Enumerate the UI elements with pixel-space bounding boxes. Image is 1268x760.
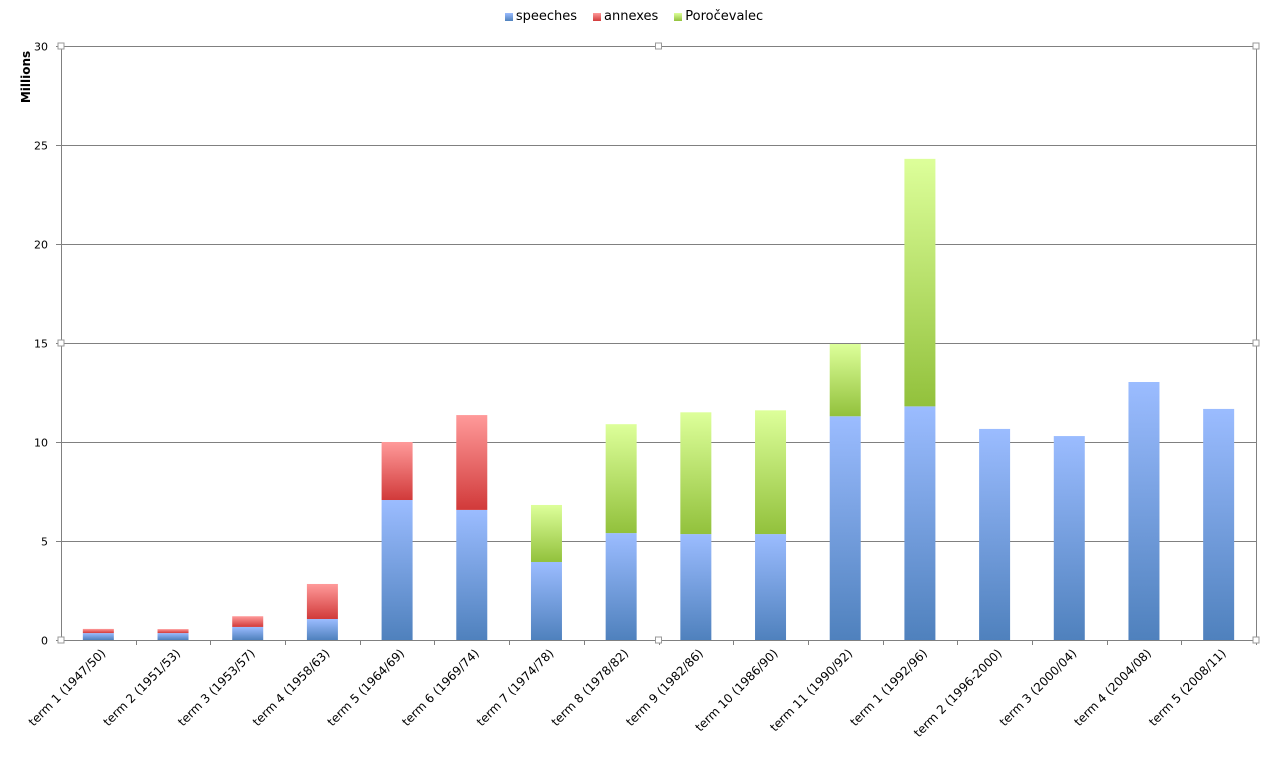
resize-handle[interactable]: [655, 42, 662, 50]
legend-item-1: annexes: [593, 9, 658, 24]
bar-annexes: [232, 616, 264, 627]
bar-annexes: [306, 583, 338, 620]
x-tick-label: term 4 (2004/08): [1071, 646, 1154, 729]
resize-handle[interactable]: [1252, 42, 1260, 50]
bar-poročevalec: [829, 343, 861, 417]
bar-annexes: [456, 415, 488, 510]
resize-handle[interactable]: [655, 636, 662, 644]
y-tick-label: 30: [34, 41, 48, 54]
x-tick-label: term 9 (1982/86): [623, 646, 706, 729]
legend-swatch: [504, 12, 513, 21]
bar-speeches: [904, 406, 936, 640]
legend-label: Poročevalec: [685, 9, 764, 24]
bar-poročevalec: [605, 424, 637, 534]
resize-handle[interactable]: [57, 42, 65, 50]
bar-speeches: [530, 561, 562, 640]
x-tick-label: term 6 (1969/74): [399, 646, 482, 729]
resize-handle[interactable]: [1252, 636, 1260, 644]
bar-speeches: [456, 509, 488, 640]
bar-annexes: [157, 629, 189, 634]
bar-speeches: [829, 416, 861, 640]
bar-speeches: [306, 619, 338, 640]
bar-speeches: [157, 633, 189, 640]
legend-label: speeches: [515, 9, 577, 24]
legend-item-2: Poročevalec: [674, 9, 763, 24]
y-tick-label: 10: [34, 437, 48, 450]
y-tick-label: 15: [34, 338, 48, 351]
x-tick-label: term 11 (1990/92): [767, 646, 855, 734]
bar-speeches: [1203, 408, 1235, 640]
legend-label: annexes: [604, 9, 659, 24]
bar-poročevalec: [755, 410, 787, 535]
y-tick-label: 20: [34, 239, 48, 252]
legend-swatch: [593, 12, 601, 21]
bar-poročevalec: [904, 158, 936, 407]
chart-legend: speeches annexes Poročevalec: [0, 9, 1268, 24]
resize-handle[interactable]: [1252, 339, 1260, 347]
y-tick-label: 0: [41, 635, 48, 648]
bar-speeches: [232, 626, 264, 640]
bar-speeches: [755, 534, 787, 640]
x-tick-label: term 8 (1978/82): [549, 646, 632, 729]
x-tick-label: term 10 (1986/90): [693, 646, 781, 734]
x-tick-label: term 3 (1953/57): [175, 646, 258, 729]
bar-annexes: [82, 628, 114, 634]
bar-speeches: [381, 500, 413, 640]
bar-speeches: [605, 533, 637, 640]
bar-speeches: [82, 633, 114, 640]
bar-speeches: [1053, 436, 1085, 640]
bar-speeches: [680, 534, 712, 640]
bar-poročevalec: [680, 412, 712, 535]
x-tick-label: term 2 (1951/53): [100, 646, 183, 729]
x-tick-label: term 4 (1958/63): [250, 646, 333, 729]
x-tick-label: term 5 (1964/69): [324, 646, 407, 729]
legend-swatch: [674, 12, 683, 21]
legend-item-0: speeches: [504, 9, 577, 24]
bar-annexes: [381, 442, 413, 501]
y-tick-label: 5: [41, 536, 48, 549]
bar-poročevalec: [530, 504, 562, 562]
x-tick-label: term 7 (1974/78): [474, 646, 557, 729]
bar-speeches: [1128, 382, 1160, 640]
resize-handle[interactable]: [57, 339, 65, 347]
x-tick-label: term 1 (1992/96): [847, 646, 930, 729]
x-tick-label: term 3 (2000/04): [997, 646, 1080, 729]
y-tick-label: 25: [34, 140, 48, 153]
x-tick-label: term 5 (2008/11): [1146, 646, 1229, 729]
bar-speeches: [979, 428, 1011, 640]
x-tick-label: term 1 (1947/50): [26, 646, 109, 729]
resize-handle[interactable]: [57, 636, 65, 644]
